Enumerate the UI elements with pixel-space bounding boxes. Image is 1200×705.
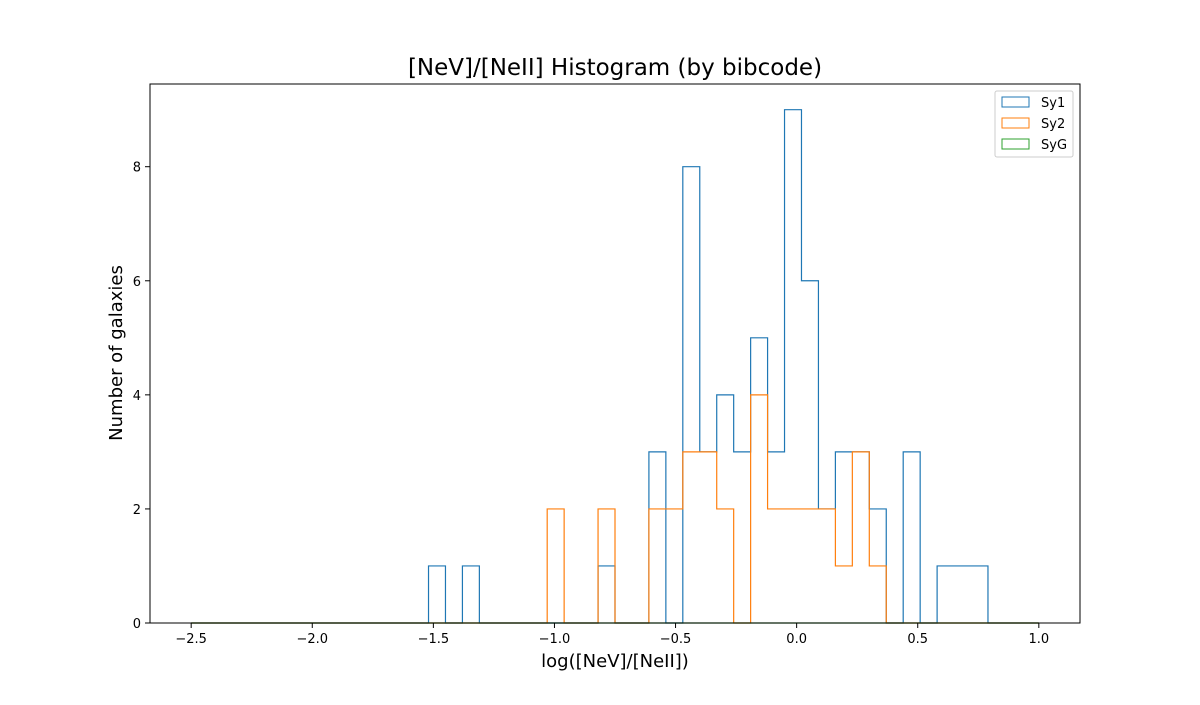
x-tick-label: −2.0 <box>296 632 328 647</box>
legend-label-syg: SyG <box>1041 138 1067 153</box>
y-tick-label: 0 <box>133 617 141 632</box>
x-tick-label: −1.5 <box>418 632 450 647</box>
y-tick-label: 8 <box>133 161 141 176</box>
x-tick-label: −0.5 <box>660 632 692 647</box>
x-axis: −2.5 −2.0 −1.5 −1.0 −0.5 0.0 0.5 1.0 <box>175 623 1049 647</box>
chart-title: [NeV]/[NeII] Histogram (by bibcode) <box>408 55 822 81</box>
legend-item-syg: SyG <box>1001 138 1067 153</box>
x-tick-label: 0.0 <box>786 632 807 647</box>
x-tick-label: 1.0 <box>1028 632 1049 647</box>
legend-item-sy1: Sy1 <box>1001 96 1065 111</box>
x-tick-label: 0.5 <box>907 632 928 647</box>
x-axis-title: log([NeV]/[NeII]) <box>541 651 689 672</box>
legend-swatch-sy1 <box>1001 96 1030 108</box>
legend-swatch-sy2 <box>1001 117 1030 129</box>
legend: Sy1 Sy2 SyG <box>994 90 1074 158</box>
x-tick-label: −1.0 <box>539 632 571 647</box>
y-tick-label: 6 <box>133 275 141 290</box>
legend-item-sy2: Sy2 <box>1001 117 1065 132</box>
plot-frame <box>149 83 1081 624</box>
legend-label-sy1: Sy1 <box>1041 96 1065 111</box>
legend-label-sy2: Sy2 <box>1041 117 1065 132</box>
x-tick-label: −2.5 <box>175 632 207 647</box>
y-axis-title: Number of galaxies <box>106 265 127 441</box>
legend-swatch-syg <box>1001 138 1030 150</box>
y-tick-label: 4 <box>133 389 141 404</box>
y-tick-label: 2 <box>133 503 141 518</box>
y-axis: 0 2 4 6 8 <box>133 161 150 632</box>
